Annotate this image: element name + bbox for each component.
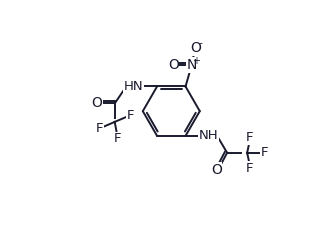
- Text: NH: NH: [199, 129, 218, 142]
- Text: F: F: [113, 132, 121, 145]
- Text: +: +: [192, 56, 200, 66]
- Text: O: O: [211, 163, 222, 177]
- Text: HN: HN: [124, 80, 144, 93]
- Text: F: F: [246, 162, 253, 175]
- Text: O: O: [190, 41, 201, 55]
- Text: O: O: [168, 58, 179, 72]
- Text: F: F: [246, 131, 253, 144]
- Text: -: -: [199, 38, 203, 48]
- Text: F: F: [95, 122, 103, 135]
- Text: F: F: [126, 109, 134, 122]
- Text: F: F: [260, 146, 268, 159]
- Text: O: O: [91, 96, 103, 111]
- Text: N: N: [187, 58, 197, 72]
